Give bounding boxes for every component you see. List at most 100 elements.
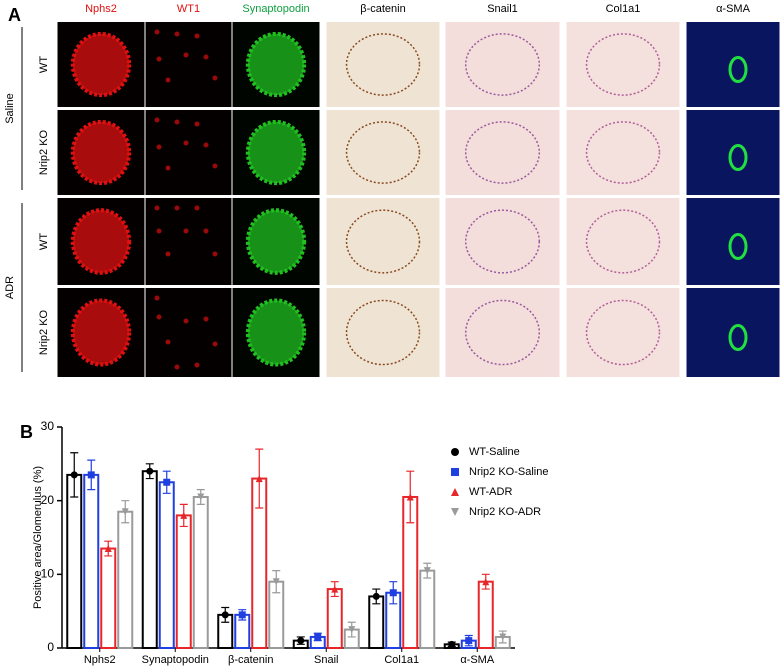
glomerulus (70, 208, 132, 275)
glomerulus (345, 299, 421, 366)
glomerulus (585, 33, 661, 96)
micrograph (686, 110, 780, 195)
column-header: Synaptopodin (242, 3, 309, 15)
data-point (406, 493, 414, 501)
glomerulus (245, 31, 307, 98)
group-label: ADR (4, 276, 16, 299)
glomerulus (345, 209, 421, 274)
column-header: WT1 (177, 3, 200, 15)
nucleus (154, 117, 160, 123)
column-header: Snail1 (487, 3, 518, 15)
nucleus (174, 119, 180, 125)
legend-marker (451, 448, 459, 456)
micrograph (326, 22, 440, 107)
nucleus (203, 228, 209, 234)
row-label: Nrip2 KO (38, 309, 50, 355)
micrograph (566, 198, 680, 285)
glomerulus (245, 119, 307, 186)
data-point (499, 633, 507, 641)
x-tick-label: Snail (314, 654, 338, 666)
nucleus (165, 77, 171, 83)
nucleus (212, 251, 218, 257)
data-point (104, 545, 112, 553)
glomerulus (345, 33, 421, 96)
row-label: WT (38, 233, 50, 250)
nucleus (165, 251, 171, 257)
y-tick-label: 30 (41, 419, 55, 433)
data-point (331, 585, 339, 593)
micrograph (445, 110, 560, 195)
nucleus (212, 341, 218, 347)
micrograph (566, 22, 680, 107)
micrograph (326, 198, 440, 285)
x-tick-label: Synaptopodin (142, 654, 209, 666)
legend-label: Nrip2 KO-ADR (469, 506, 541, 518)
micrograph (145, 288, 232, 377)
micrograph (445, 288, 560, 377)
x-tick-label: Nphs2 (84, 654, 116, 666)
column-header: Nphs2 (85, 3, 117, 15)
legend-label: WT-ADR (469, 486, 512, 498)
micrograph (686, 288, 780, 377)
bar (83, 473, 100, 649)
nucleus (156, 56, 162, 62)
bar (100, 547, 117, 649)
micrograph (145, 22, 232, 107)
data-point (87, 471, 95, 479)
y-tick-label: 20 (41, 493, 55, 507)
row-label: Nrip2 KO (38, 129, 50, 175)
nucleus (203, 142, 209, 148)
glomerulus (70, 31, 132, 98)
nucleus (154, 205, 160, 211)
micrograph (445, 198, 560, 285)
data-point (465, 637, 473, 645)
micrograph (326, 110, 440, 195)
bar (326, 588, 343, 649)
data-point (482, 578, 490, 586)
data-point (121, 508, 129, 516)
bar (141, 470, 158, 650)
glomerulus (464, 33, 541, 96)
data-point (163, 478, 171, 486)
glomerulus (245, 298, 307, 367)
glomerulus (464, 209, 541, 274)
bar (192, 495, 209, 649)
bar (117, 510, 134, 650)
glomerulus (464, 299, 541, 366)
nucleus (154, 29, 160, 35)
nucleus (174, 364, 180, 370)
glomerulus (70, 119, 132, 186)
column-header: α-SMA (716, 3, 751, 15)
glomerulus (585, 121, 661, 184)
micrograph (686, 198, 780, 285)
glomerulus (585, 299, 661, 366)
nucleus (212, 75, 218, 81)
data-point (314, 633, 322, 641)
y-tick-label: 10 (41, 567, 55, 581)
micrograph (566, 288, 680, 377)
x-tick-label: α-SMA (460, 654, 495, 666)
data-point (389, 589, 397, 597)
nucleus (183, 52, 189, 58)
data-point (238, 611, 246, 619)
data-point (146, 467, 154, 475)
nucleus (174, 31, 180, 37)
x-tick-label: Col1a1 (384, 654, 419, 666)
legend-label: WT-Saline (469, 446, 520, 458)
nucleus (165, 165, 171, 171)
nucleus (194, 121, 200, 127)
column-header: Col1a1 (606, 3, 641, 15)
glomerulus (345, 121, 421, 184)
nucleus (165, 339, 171, 345)
panel-label: A (8, 5, 21, 25)
data-point (180, 511, 188, 519)
glomerulus (245, 208, 307, 275)
data-point (272, 578, 280, 586)
nucleus (156, 314, 162, 320)
legend-marker (451, 508, 459, 516)
data-point (448, 640, 456, 648)
data-point (221, 611, 229, 619)
nucleus (154, 295, 160, 301)
data-point (297, 637, 305, 645)
data-point (70, 471, 78, 479)
